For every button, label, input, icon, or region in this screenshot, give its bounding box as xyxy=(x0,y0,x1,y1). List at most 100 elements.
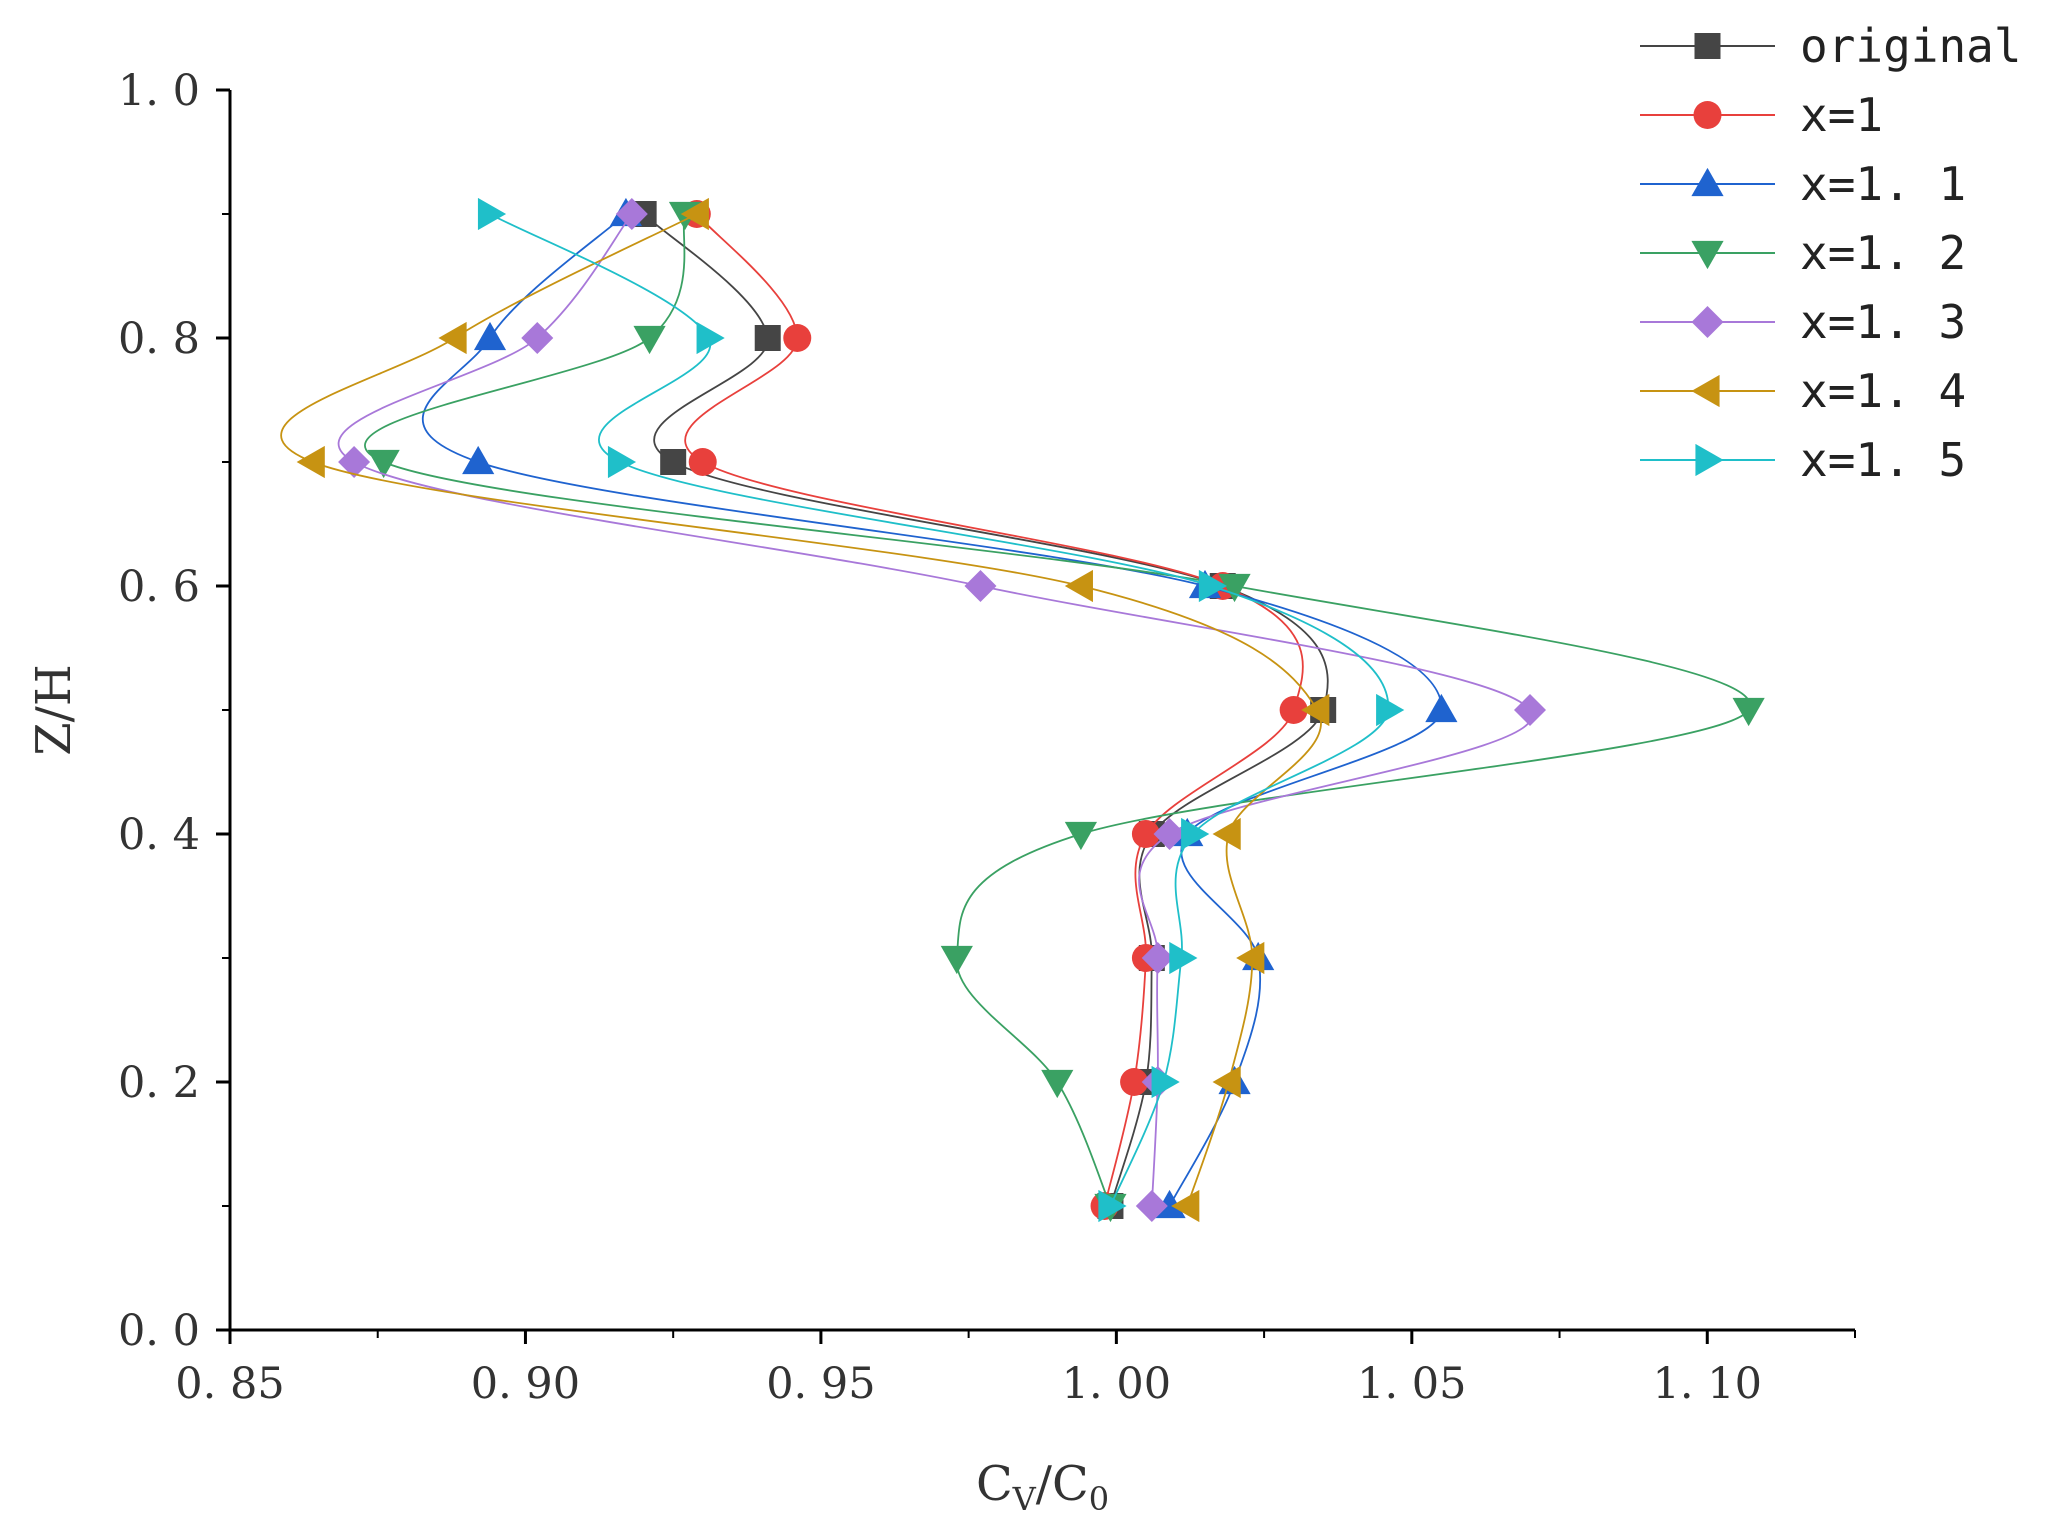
series-line-original xyxy=(643,213,1329,1207)
legend-marker xyxy=(1695,443,1724,477)
data-point xyxy=(1376,693,1405,727)
series-line-x=1.3 xyxy=(337,213,1534,1207)
legend-label: x=1 xyxy=(1800,88,1883,142)
x-tick-label: 0. 90 xyxy=(471,1359,580,1409)
data-point xyxy=(1169,941,1198,975)
x-axis-title-main-2: C xyxy=(1052,1456,1089,1512)
data-point xyxy=(1131,820,1160,848)
x-ticks: 0. 85 0. 90 0. 95 1. 00 1. 05 1. 10 xyxy=(175,1330,1856,1409)
data-point xyxy=(462,445,495,475)
data-point xyxy=(1120,1068,1149,1096)
series-x=1.5 xyxy=(477,197,1405,1223)
series-x=1.2 xyxy=(364,201,1765,1223)
data-point xyxy=(1153,818,1186,850)
legend-label: x=1. 1 xyxy=(1800,157,1966,211)
x-axis-title-main-1: C xyxy=(976,1456,1013,1512)
legend-label: x=1. 3 xyxy=(1800,295,1966,349)
data-point xyxy=(1732,697,1765,727)
x-tick-label: 1. 05 xyxy=(1357,1359,1466,1409)
data-point xyxy=(1198,569,1228,603)
series-x=1.3 xyxy=(337,198,1546,1222)
x-tick-label: 1. 10 xyxy=(1653,1359,1762,1409)
legend-marker xyxy=(1694,33,1721,59)
legend: original x=1 x=1. 1 x=1. 2 x=1. 3 x=1. 4 x=1. … xyxy=(1640,19,2022,487)
data-point xyxy=(1301,693,1330,727)
legend-item-x=1.2: x=1. 2 xyxy=(1640,226,1966,280)
data-point xyxy=(754,325,781,351)
data-point xyxy=(1041,1069,1074,1099)
x-axis-title: CV/C0 xyxy=(976,1456,1109,1518)
x-tick-label: 0. 95 xyxy=(766,1359,875,1409)
data-point xyxy=(473,321,507,351)
data-point xyxy=(607,445,637,479)
data-point xyxy=(940,945,973,975)
legend-item-x=1: x=1 xyxy=(1640,88,1883,142)
y-tick-label: 1. 0 xyxy=(118,66,200,116)
data-point xyxy=(964,570,997,602)
data-point xyxy=(633,325,666,355)
data-point xyxy=(367,449,400,479)
data-point xyxy=(1236,941,1265,975)
legend-item-x=1.1: x=1. 1 xyxy=(1640,157,1966,211)
series-x=1 xyxy=(682,200,1308,1220)
x-axis-title-sub-2: 0 xyxy=(1089,1480,1109,1518)
series-original xyxy=(630,201,1337,1219)
legend-marker xyxy=(1691,240,1724,270)
series-line-x=1.1 xyxy=(421,213,1443,1207)
data-point xyxy=(1064,821,1098,851)
data-point xyxy=(1098,1189,1127,1223)
data-point xyxy=(680,197,709,231)
data-point xyxy=(338,446,371,478)
data-point xyxy=(1064,569,1093,603)
series-line-x=1.5 xyxy=(489,213,1390,1207)
legend-marker xyxy=(1691,374,1720,408)
data-point xyxy=(696,321,725,355)
series-x=1.4 xyxy=(280,197,1330,1223)
legend-label: x=1. 5 xyxy=(1800,433,1966,487)
data-point xyxy=(1141,942,1174,974)
data-point xyxy=(1218,573,1251,603)
y-tick-label: 0. 6 xyxy=(118,562,200,612)
legend-label: original xyxy=(1800,19,2022,73)
y-axis-title: Z/H xyxy=(26,664,82,755)
y-ticks: 0. 0 0. 2 0. 4 0. 6 0. 8 1. 0 xyxy=(118,66,230,1356)
legend-item-x=1.4: x=1. 4 xyxy=(1640,364,1966,418)
data-point xyxy=(783,324,812,352)
data-point xyxy=(1181,817,1210,851)
legend-label: x=1. 2 xyxy=(1800,226,1966,280)
series-layer xyxy=(280,197,1765,1223)
x-tick-label: 1. 00 xyxy=(1062,1359,1171,1409)
data-point xyxy=(1151,1065,1180,1099)
legend-item-x=1.5: x=1. 5 xyxy=(1640,433,1966,487)
data-point xyxy=(660,449,687,475)
y-tick-label: 0. 4 xyxy=(118,810,200,860)
series-line-x=1 xyxy=(684,213,1304,1207)
legend-marker xyxy=(1693,101,1722,129)
x-tick-label: 0. 85 xyxy=(175,1359,284,1409)
data-point xyxy=(1279,696,1308,724)
y-tick-label: 0. 8 xyxy=(118,314,200,364)
data-point xyxy=(1135,1190,1168,1222)
data-point xyxy=(296,445,325,479)
x-axis-title-sub-1: V xyxy=(1012,1480,1037,1518)
data-point xyxy=(688,448,717,476)
data-point xyxy=(1514,694,1546,726)
x-axis-title-slash: / xyxy=(1036,1456,1053,1512)
data-point xyxy=(1212,1065,1241,1099)
legend-marker xyxy=(1691,167,1724,197)
data-point xyxy=(521,322,554,354)
data-point xyxy=(615,198,648,230)
legend-item-original: original xyxy=(1640,19,2022,73)
y-tick-label: 0. 0 xyxy=(118,1306,200,1356)
axes xyxy=(228,90,1855,1332)
data-point xyxy=(1425,693,1458,723)
legend-label: x=1. 4 xyxy=(1800,364,1966,418)
data-point xyxy=(477,197,507,231)
legend-marker xyxy=(1691,306,1724,338)
series-line-x=1.4 xyxy=(280,213,1322,1207)
data-point xyxy=(438,321,467,355)
y-tick-label: 0. 2 xyxy=(118,1058,200,1108)
data-point xyxy=(1171,1189,1200,1223)
